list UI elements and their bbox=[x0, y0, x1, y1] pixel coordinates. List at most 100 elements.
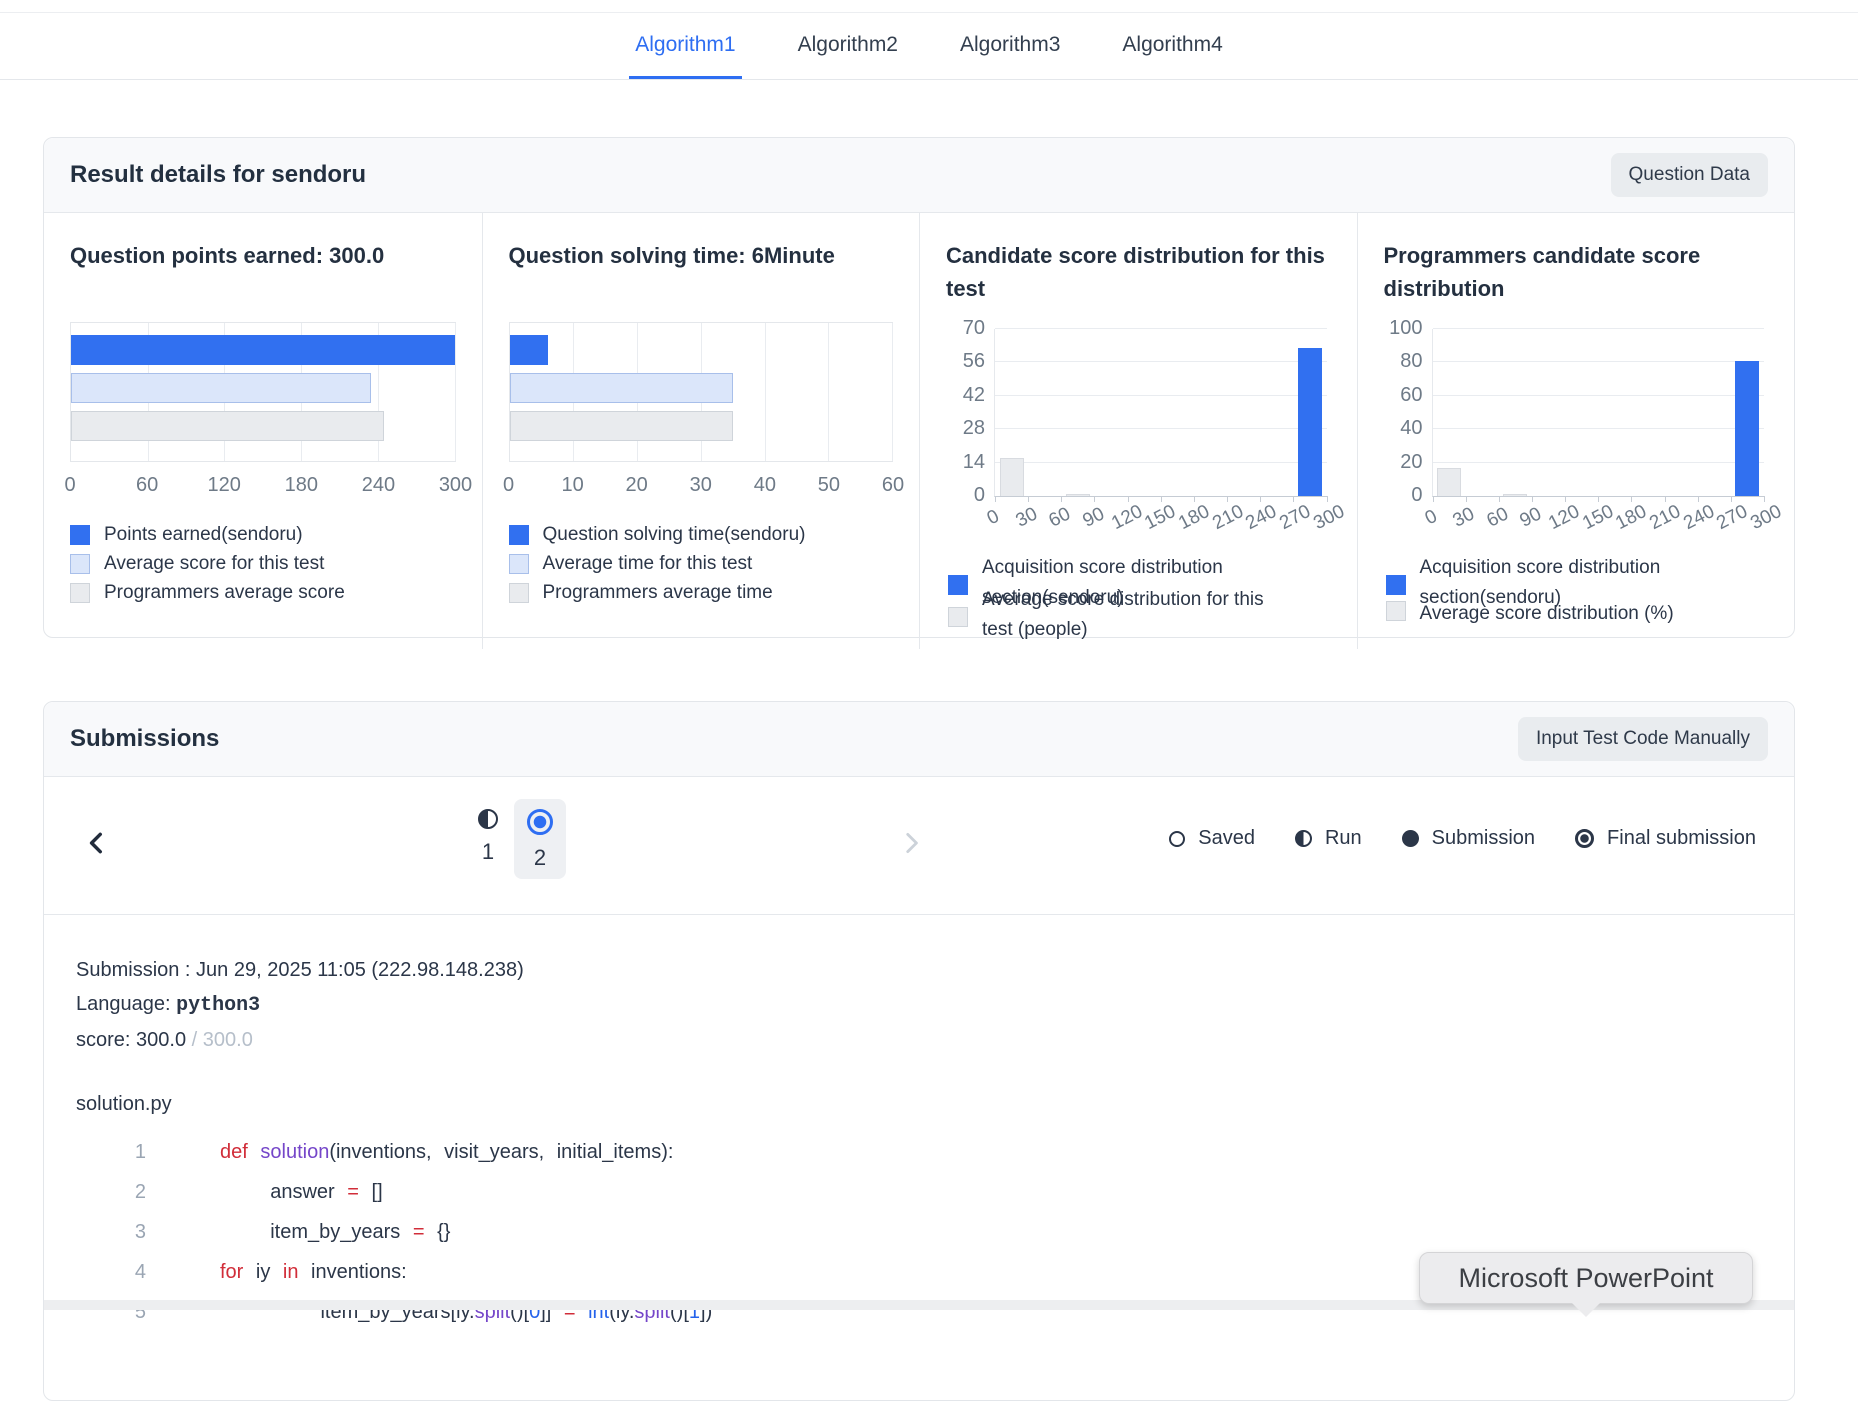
tick-label: 60 bbox=[135, 474, 159, 496]
bar bbox=[509, 411, 733, 441]
tick-label: 30 bbox=[1012, 503, 1041, 532]
legend-label: Average time for this test bbox=[542, 553, 753, 574]
tick-label: 240 bbox=[361, 474, 396, 496]
line-number: 3 bbox=[134, 1220, 146, 1243]
chart-grid: Question points earned: 300.0 0 60 120 180 24… bbox=[44, 213, 1794, 649]
score-value: 300.0 bbox=[136, 1029, 187, 1051]
legend-swatch bbox=[508, 554, 529, 574]
legend-item: Average score distribution for this test… bbox=[948, 585, 1292, 645]
final-status-icon bbox=[527, 809, 553, 835]
page-item-2[interactable]: 2 bbox=[514, 799, 566, 879]
code-text: item_by_years = {} bbox=[220, 1221, 450, 1244]
gridline bbox=[1432, 394, 1764, 396]
input-test-code-button[interactable]: Input Test Code Manually bbox=[1517, 717, 1768, 761]
tick-label: 60 bbox=[1045, 503, 1075, 532]
tick-label: 90 bbox=[1079, 503, 1108, 532]
page-item-1[interactable]: 1 bbox=[462, 799, 514, 879]
tick-label: 210 bbox=[1208, 501, 1247, 535]
chevron-right-icon bbox=[906, 832, 918, 853]
tick-label: 240 bbox=[1679, 501, 1718, 535]
code-line: 1 def solution(inventions, visit_years, i… bbox=[76, 1132, 1762, 1172]
y-tick-label: 56 bbox=[962, 350, 985, 373]
tick-label: 210 bbox=[1646, 501, 1685, 535]
gridline bbox=[892, 323, 893, 461]
line-number: 4 bbox=[134, 1260, 146, 1283]
tab-algorithm4[interactable]: Algorithm4 bbox=[1116, 13, 1228, 79]
legend-item: Programmers average score bbox=[70, 582, 456, 604]
axis-tick bbox=[1531, 496, 1533, 502]
legend-label: Programmers average score bbox=[104, 582, 345, 603]
code-token: [] bbox=[358, 1180, 383, 1203]
algorithm-tabbar: Algorithm1 Algorithm2 Algorithm3 Algorithm4 bbox=[0, 12, 1858, 80]
legend-swatch bbox=[70, 583, 90, 603]
chevron-left-icon bbox=[89, 832, 102, 853]
gridline bbox=[828, 323, 830, 461]
legend-swatch bbox=[948, 607, 968, 627]
dock-tooltip-label: Microsoft PowerPoint bbox=[1458, 1262, 1714, 1293]
y-tick-label: 0 bbox=[973, 484, 985, 506]
chart-title: Question points earned: 300.0 bbox=[70, 243, 385, 268]
file-name: solution.py bbox=[76, 1093, 172, 1115]
language-value: python3 bbox=[176, 994, 261, 1017]
axis-tick bbox=[1160, 496, 1162, 502]
x-axis: 0 10 20 30 40 50 60 bbox=[503, 470, 904, 504]
tick-label: 50 bbox=[817, 474, 841, 496]
dock-tooltip: Microsoft PowerPoint bbox=[1419, 1252, 1753, 1304]
gridline bbox=[377, 323, 379, 461]
language-line: Language: python3 bbox=[76, 991, 1762, 1019]
code-token: answer bbox=[220, 1180, 348, 1203]
code-token: inventions: bbox=[298, 1260, 407, 1283]
gridline bbox=[454, 323, 456, 461]
vbar-plot: 0 20 40 60 80 100 bbox=[1389, 317, 1765, 506]
next-page-button[interactable] bbox=[896, 829, 926, 859]
page-number: 2 bbox=[533, 845, 547, 870]
tab-algorithm2[interactable]: Algorithm2 bbox=[792, 13, 904, 79]
submissions-header: Submissions Input Test Code Manually bbox=[44, 702, 1794, 777]
result-details-header: Result details for sendoru Question Data bbox=[44, 138, 1794, 213]
tick-label: 300 bbox=[438, 474, 473, 496]
result-details-title: Result details for sendoru bbox=[70, 161, 367, 188]
code-token: = bbox=[412, 1220, 425, 1243]
language-label: Language: bbox=[76, 993, 177, 1015]
axis-tick bbox=[1664, 496, 1666, 502]
axis-tick bbox=[1227, 496, 1229, 502]
page-number: 1 bbox=[481, 839, 495, 864]
tick-label: 0 bbox=[1421, 505, 1441, 530]
tick-label: 270 bbox=[1713, 501, 1752, 535]
status-label: Run bbox=[1324, 827, 1362, 849]
bar bbox=[1437, 467, 1461, 496]
tick-label: 10 bbox=[561, 474, 584, 496]
legend-item: Average score for this test bbox=[70, 553, 456, 575]
legend-swatch bbox=[70, 554, 90, 574]
legend-item: Programmers average time bbox=[508, 582, 894, 604]
code-token: (inventions, visit_years, initial_items)… bbox=[329, 1140, 674, 1163]
legend: Acquisition score distribution section(s… bbox=[948, 553, 1331, 649]
y-tick-label: 100 bbox=[1389, 317, 1423, 339]
tick-label: 180 bbox=[1175, 501, 1213, 535]
bar bbox=[1735, 360, 1760, 496]
status-item-saved: Saved bbox=[1169, 827, 1255, 850]
code-token: solution bbox=[260, 1140, 330, 1163]
tab-algorithm1[interactable]: Algorithm1 bbox=[629, 13, 742, 79]
submissions-card: Submissions Input Test Code Manually 1 2 … bbox=[43, 701, 1795, 1401]
chart-title: Programmers candidate score distribution bbox=[1383, 243, 1701, 301]
question-data-button[interactable]: Question Data bbox=[1610, 153, 1768, 197]
tab-algorithm3[interactable]: Algorithm3 bbox=[954, 13, 1066, 79]
x-axis: 0 30 60 90 120 150 180 210 240 270 300 bbox=[984, 497, 1348, 541]
tick-label: 180 bbox=[284, 474, 318, 496]
gridline bbox=[995, 461, 1327, 463]
prev-page-button[interactable] bbox=[82, 829, 112, 859]
gridline bbox=[1432, 461, 1764, 463]
bar bbox=[509, 335, 548, 365]
x-axis: 0 30 60 90 120 150 180 210 240 270 300 bbox=[1421, 497, 1785, 541]
tick-label: 90 bbox=[1516, 503, 1546, 532]
status-label: Submission bbox=[1431, 827, 1536, 849]
legend: Question solving time(sendoru) Average ti… bbox=[508, 524, 894, 604]
axis-tick bbox=[1598, 496, 1600, 502]
y-tick-label: 80 bbox=[1400, 350, 1423, 373]
code-text: answer = [] bbox=[220, 1180, 383, 1204]
bar bbox=[509, 373, 733, 403]
code-token: {} bbox=[424, 1220, 451, 1243]
tick-label: 0 bbox=[502, 474, 515, 496]
